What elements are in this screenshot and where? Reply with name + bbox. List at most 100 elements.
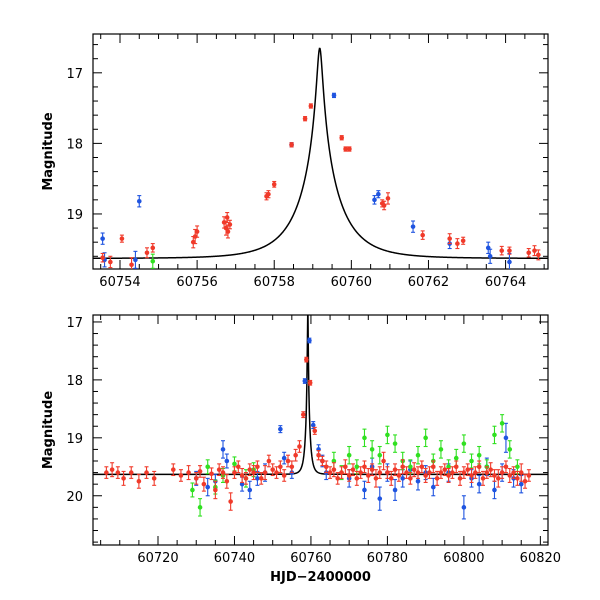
data-point-red: [511, 466, 516, 479]
data-point-red: [507, 246, 512, 255]
point-marker: [515, 476, 520, 481]
point-marker: [251, 470, 256, 475]
point-marker: [302, 378, 308, 384]
point-marker: [507, 259, 512, 265]
data-point-blue: [307, 337, 312, 344]
data-point-red: [518, 463, 524, 482]
point-marker: [410, 224, 416, 229]
bottom-panel: 60720 60740 60760 60780 60800 60820 17 18 19 20 Ma…: [41, 314, 561, 585]
data-point-red: [442, 463, 448, 477]
data-point-blue: [461, 495, 467, 520]
data-point-blue: [100, 232, 105, 245]
data-point-red: [369, 463, 375, 477]
point-marker: [480, 476, 486, 481]
data-point-red: [289, 142, 294, 148]
data-point-red: [503, 460, 509, 474]
point-marker: [492, 487, 497, 493]
data-point-blue: [281, 451, 287, 465]
data-point-red: [381, 451, 386, 471]
point-marker: [362, 487, 367, 493]
data-point-red: [419, 460, 425, 474]
point-marker: [150, 258, 156, 264]
point-marker: [285, 458, 291, 464]
data-point-red: [343, 146, 348, 152]
point-marker: [438, 447, 444, 452]
data-point-red: [271, 180, 277, 188]
point-marker: [377, 496, 383, 501]
data-point-red: [209, 467, 214, 481]
x-tick-label: 60720: [137, 551, 178, 566]
data-point-red: [473, 466, 478, 479]
x-tick-label: 60800: [443, 551, 484, 566]
point-marker: [197, 469, 203, 474]
point-marker: [339, 470, 344, 475]
data-point-red: [331, 462, 337, 478]
point-marker: [323, 464, 329, 470]
data-point-red: [400, 459, 406, 475]
point-marker: [453, 455, 459, 461]
point-marker: [455, 241, 460, 246]
point-marker: [453, 464, 459, 470]
data-point-blue: [492, 480, 497, 500]
point-marker: [289, 464, 295, 470]
point-marker: [346, 452, 352, 458]
point-marker: [220, 470, 226, 475]
data-point-red: [227, 219, 233, 230]
data-point-green: [438, 440, 444, 459]
data-point-red: [453, 460, 459, 474]
point-marker: [270, 467, 276, 472]
point-marker: [526, 250, 532, 256]
data-point-red: [480, 470, 486, 486]
data-point-red: [354, 470, 360, 486]
data-point-red: [427, 466, 432, 479]
data-point-red: [499, 466, 505, 479]
point-marker: [408, 464, 413, 470]
point-marker: [335, 476, 341, 481]
x-tick-label: 60760: [331, 275, 372, 290]
data-point-red: [224, 473, 230, 489]
point-marker: [362, 464, 367, 470]
data-point-red: [404, 466, 409, 479]
point-marker: [400, 464, 406, 470]
point-marker: [388, 476, 394, 481]
data-point-red: [495, 469, 501, 488]
data-point-red: [151, 470, 157, 486]
data-point-red: [446, 467, 451, 483]
data-point-red: [262, 465, 268, 481]
point-marker: [220, 447, 226, 452]
data-point-red: [430, 460, 436, 474]
point-marker: [404, 470, 409, 475]
point-marker: [376, 191, 381, 197]
point-marker: [209, 471, 214, 477]
point-marker: [427, 470, 432, 475]
data-point-red: [302, 116, 308, 122]
data-point-green: [461, 434, 467, 453]
point-marker: [239, 473, 245, 478]
point-marker: [503, 435, 509, 441]
data-point-blue: [487, 248, 493, 264]
point-marker: [392, 467, 398, 472]
data-point-red: [108, 255, 113, 269]
point-marker: [194, 229, 200, 234]
data-point-red: [385, 192, 391, 205]
y-axis-label: Magnitude: [41, 112, 56, 191]
point-marker: [522, 478, 528, 484]
y-tick-label: 18: [66, 374, 83, 389]
plot-area: [93, 47, 548, 269]
data-point-red: [392, 463, 398, 477]
y-tick-label: 19: [66, 208, 83, 223]
x-tick-label: 60758: [254, 275, 295, 290]
point-marker: [128, 470, 134, 475]
point-marker: [377, 470, 383, 475]
point-marker: [420, 232, 425, 238]
data-point-red: [447, 233, 452, 245]
point-marker: [415, 470, 421, 475]
data-point-red: [266, 454, 272, 468]
point-marker: [115, 470, 121, 475]
point-marker: [446, 464, 451, 470]
data-point-green: [377, 445, 383, 465]
data-point-red: [461, 466, 467, 479]
point-marker: [232, 470, 237, 475]
data-point-red: [327, 466, 333, 479]
